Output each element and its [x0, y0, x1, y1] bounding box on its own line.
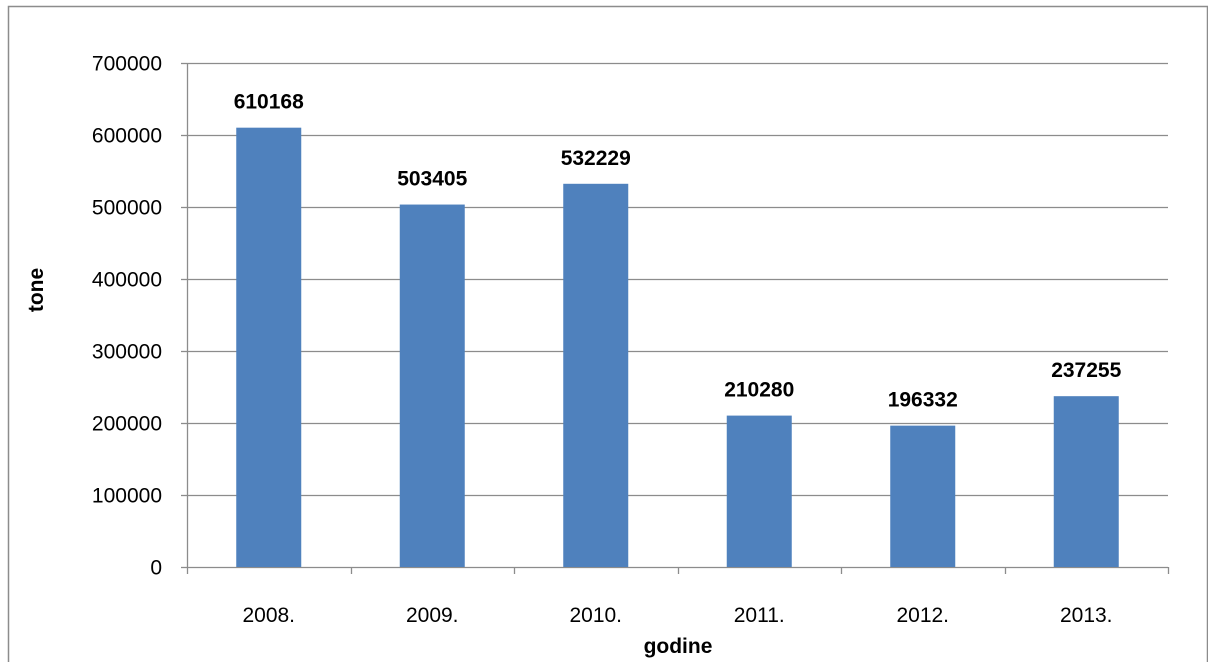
bar-2010: [563, 183, 629, 568]
y-tick-label: 200000: [92, 413, 162, 436]
bar-2008: [236, 127, 302, 567]
y-axis-title: tone: [25, 268, 48, 312]
bars: [236, 127, 1119, 568]
y-tick-label: 700000: [92, 53, 162, 76]
bar-data-label: 196332: [888, 389, 958, 412]
bar-2012: [890, 425, 956, 567]
y-tick-label: 100000: [92, 485, 162, 508]
bar-data-label: 237255: [1051, 359, 1121, 382]
bar-2009: [399, 204, 465, 567]
x-axis-title: godine: [644, 635, 713, 658]
tick-labels: 0 100000 200000 300000 400000 500000 600000 700…: [92, 53, 1113, 628]
y-tick-label: 400000: [92, 269, 162, 292]
bar-data-label: 610168: [234, 91, 304, 114]
x-tick-label: 2012.: [896, 604, 949, 627]
x-tick-label: 2008.: [242, 604, 295, 627]
data-labels: 610168 503405 532229 210280 196332 237255: [234, 91, 1122, 412]
y-tick-label: 600000: [92, 125, 162, 148]
grid-lines: [187, 62, 1168, 497]
x-tick-label: 2011.: [734, 604, 785, 627]
x-tick-label: 2013.: [1060, 604, 1113, 627]
bar-2011: [726, 415, 792, 567]
y-tick-label: 500000: [92, 197, 162, 220]
bar-data-label: 532229: [561, 147, 631, 170]
bar-data-label: 503405: [397, 168, 467, 191]
x-tick-label: 2009.: [406, 604, 459, 627]
y-tick-label: 0: [150, 557, 162, 580]
x-tick-label: 2010.: [569, 604, 622, 627]
axes: [181, 62, 1170, 574]
y-tick-label: 300000: [92, 341, 162, 364]
bar-data-label: 210280: [724, 379, 794, 402]
bar-2013: [1053, 396, 1119, 567]
